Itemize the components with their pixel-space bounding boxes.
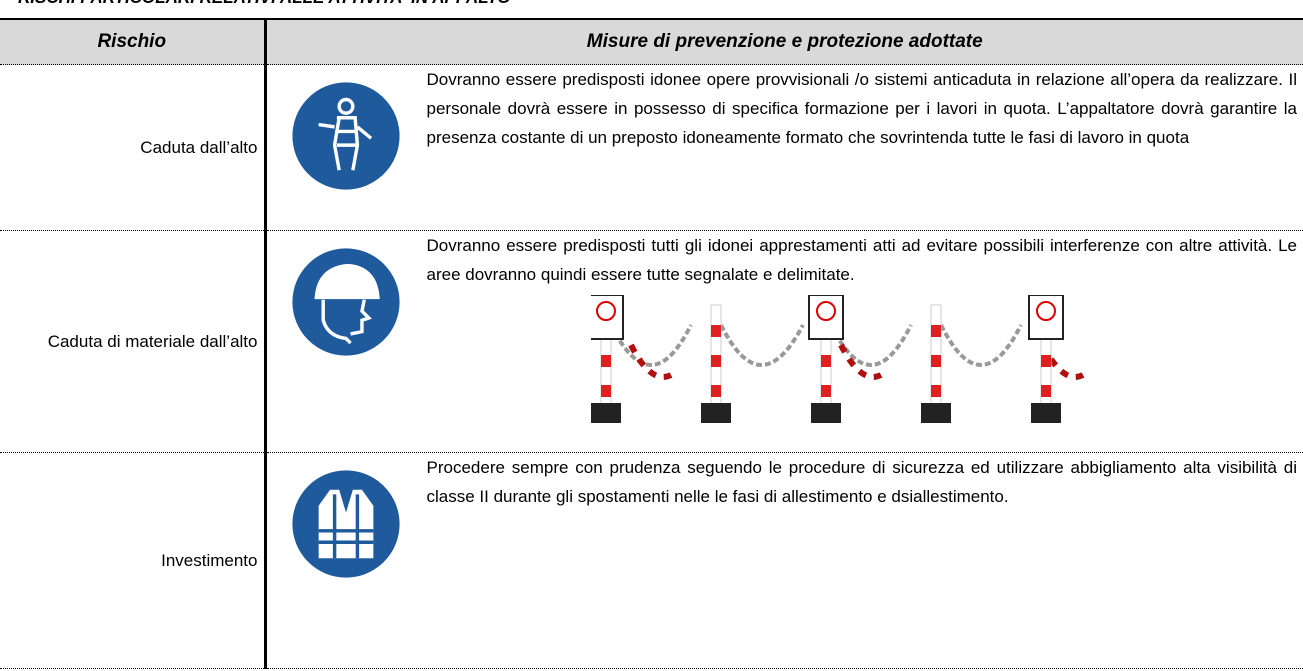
icon-shape [314,263,380,300]
desc-text: Dovranno essere predisposti idonee opere… [426,70,1298,147]
icon-shape [595,301,1056,321]
row: Caduta dall’alto Dovranno essere predisp… [0,64,1303,231]
icon-shape [608,324,693,367]
icon-shape [718,324,805,367]
icon-shape [820,385,831,397]
icon-shape [1040,385,1051,397]
icon-shape [820,355,831,367]
icon-shape [608,324,1023,367]
section-title: RISCHI PARTICOLARI RELATIVI ALLE ATTIVIT… [18,0,511,8]
icon-shape [318,494,373,559]
row: Caduta di materiale dall’alto Dovranno e… [0,230,1303,453]
icon-shape [930,385,941,397]
icon-shape [590,295,1064,423]
icon-shape [627,343,672,380]
icon-shape [837,343,882,380]
icon-shape [810,403,841,423]
helmet-icon [289,246,402,358]
header-cell: Misure di prevenzione e protezione adott… [265,19,1303,65]
risk-cell: Caduta dall’alto [0,64,267,231]
row: Investimento Procedere sempre con pruden… [0,452,1303,669]
barrier-illustration [590,295,1084,423]
vest-icon [289,468,402,580]
icon-shape [1040,355,1051,367]
icon-shape [289,246,402,358]
desc-cell: Dovranno essere predisposti tutti gli id… [265,230,1303,453]
icon-shape [938,324,1023,367]
risk-table: Rischio Misure di prevenzione e protezio… [0,18,1303,669]
icon-shape [600,385,611,397]
icon-shape [317,97,372,171]
risk-cell: Caduta di materiale dall’alto [0,230,267,453]
icon-shape [595,301,616,321]
icon-shape [317,116,372,171]
icon-shape [289,80,402,192]
icon-shape [920,403,951,423]
desc-text: Dovranno essere predisposti tutti gli id… [426,236,1298,284]
icon-shape [1035,301,1056,321]
icon-shape [590,403,621,423]
icon-shape [710,355,721,367]
icon-shape [336,97,355,115]
header-cell: Rischio [0,19,267,65]
icon-shape [600,355,611,367]
icon-shape [710,385,721,397]
desc-cell: Procedere sempre con prudenza seguendo l… [265,452,1303,669]
icon-shape [930,355,941,367]
icon-shape [318,494,373,559]
icon-shape [930,325,941,337]
icon-shape [590,403,1061,423]
icon-shape [1030,403,1061,423]
icon-shape [815,301,836,321]
icon-shape [710,325,721,337]
risk-cell: Investimento [0,452,267,669]
harness-icon [289,80,402,192]
icon-shape [700,403,731,423]
icon-shape [627,343,1084,380]
header-row: Rischio Misure di prevenzione e protezio… [0,19,1303,65]
icon-shape [320,299,372,345]
icon-shape [828,324,913,367]
desc-cell: Dovranno essere predisposti idonee opere… [265,64,1303,231]
desc-text: Procedere sempre con prudenza seguendo l… [426,458,1298,506]
icon-shape [314,263,380,345]
